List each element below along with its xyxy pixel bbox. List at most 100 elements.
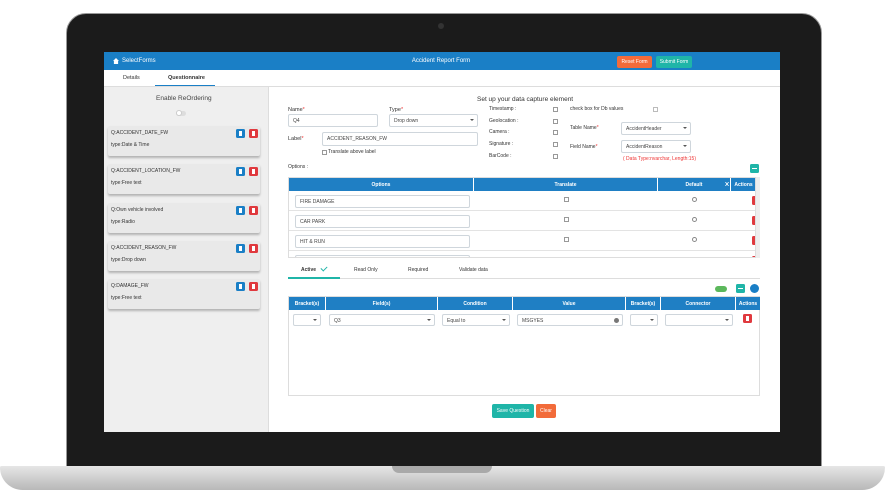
table-select[interactable]: AccidentHeader	[621, 122, 691, 135]
checkbox-label: BarCode :	[489, 152, 512, 159]
delete-button[interactable]	[249, 129, 258, 138]
header-bar	[104, 52, 780, 70]
caret	[313, 319, 317, 321]
checkbox[interactable]	[553, 107, 558, 112]
question-card: Q:DAMAGE_FW type:Free text	[108, 279, 260, 310]
field-select[interactable]: Q3	[329, 314, 435, 326]
edit-button[interactable]	[236, 205, 245, 215]
db-checkbox[interactable]	[653, 107, 658, 112]
question-card: Q:ACCIDENT_LOCATION_FW type:Free text	[108, 164, 260, 195]
tab[interactable]: Details	[123, 75, 140, 81]
value-input[interactable]: MSGYES	[517, 314, 623, 326]
translate-checkbox[interactable]	[564, 237, 569, 242]
ctab-underline	[288, 277, 340, 279]
delete-button[interactable]	[752, 216, 755, 225]
translate-checkbox[interactable]	[564, 197, 569, 202]
option-row: FIRE DAMAGE	[289, 191, 755, 211]
default-radio[interactable]	[692, 237, 697, 242]
conditions-table: Bracket(s) Field(s) Condition Value Bracket(…	[288, 296, 761, 396]
caret	[502, 319, 506, 321]
delete-button[interactable]	[249, 167, 258, 177]
delete-button[interactable]	[743, 314, 752, 323]
edit-button[interactable]	[236, 167, 245, 177]
delete-button[interactable]	[752, 256, 755, 257]
delete-button[interactable]	[752, 236, 755, 245]
option-row	[289, 251, 755, 258]
edit-button[interactable]	[236, 243, 245, 253]
save-button[interactable]: Save Question	[492, 404, 534, 418]
logo[interactable]: SelectForms	[122, 58, 156, 64]
add-condition[interactable]	[736, 284, 745, 293]
reset-button[interactable]: Reset Form	[617, 56, 652, 68]
option-input[interactable]: HIT & RUN	[295, 235, 470, 248]
checkbox[interactable]	[553, 142, 558, 148]
question-name: Q:ACCIDENT_REASON_FW	[111, 244, 177, 251]
connector-select[interactable]	[665, 314, 733, 326]
table-header: Translate	[474, 178, 658, 191]
delete-button[interactable]	[249, 205, 258, 215]
required-mark: *	[302, 107, 305, 113]
add-option[interactable]	[750, 164, 759, 173]
condition-tab[interactable]: Read Only	[354, 267, 378, 273]
screen: SelectForms Accident Report Form Reset F…	[104, 52, 780, 432]
option-input[interactable]: FIRE DAMAGE	[295, 195, 470, 208]
condition-tab[interactable]: Active	[301, 267, 317, 273]
question-name: Q:Own vehicle involved	[111, 206, 164, 213]
glyph	[252, 131, 255, 136]
translate-checkbox[interactable]	[564, 217, 569, 222]
translate-checkbox[interactable]	[564, 257, 569, 258]
table-header: Options	[289, 178, 474, 191]
checkbox[interactable]	[553, 118, 558, 124]
condition-tab[interactable]: Required	[408, 267, 429, 273]
glyph	[252, 245, 255, 251]
close-icon[interactable]	[725, 182, 729, 186]
clear-icon	[614, 318, 619, 323]
submit-button[interactable]: Submit Form	[656, 56, 692, 68]
label-input[interactable]: ACCIDENT_REASON_FW	[322, 132, 478, 146]
sidebar: Enable ReOrdering Q:ACCIDENT_DATE_FW type…	[104, 87, 269, 432]
view-button[interactable]	[750, 284, 759, 293]
option-input[interactable]: CAR PARK	[295, 215, 470, 228]
type-select[interactable]: Drop down	[389, 114, 478, 127]
condition-select[interactable]: Equal to	[442, 314, 510, 326]
default-radio[interactable]	[692, 257, 697, 258]
bracket-select[interactable]	[630, 314, 658, 326]
glyph	[252, 284, 255, 290]
required-mark: *	[400, 107, 404, 113]
edit-button[interactable]	[236, 129, 245, 138]
camera	[438, 23, 444, 29]
question-type: type:Radio	[111, 218, 135, 225]
glyph	[239, 169, 242, 175]
toggle-knob	[176, 110, 182, 116]
title-text: Accident Report Form	[411, 58, 471, 64]
checkbox-label: Camera :	[489, 129, 510, 136]
caret	[427, 319, 431, 321]
translate-checkbox[interactable]	[322, 150, 327, 155]
question-name: Q:ACCIDENT_LOCATION_FW	[111, 168, 181, 175]
delete-button[interactable]	[249, 243, 258, 253]
divider	[104, 86, 780, 87]
checkbox-label: Timestamp :	[489, 106, 517, 112]
field-select[interactable]: AccidentReason	[621, 140, 691, 153]
option-input[interactable]	[295, 255, 470, 257]
name-input[interactable]: Q4	[288, 114, 378, 127]
field-name-label: Field Name*	[570, 145, 598, 150]
glyph	[252, 169, 255, 175]
delete-button[interactable]	[249, 282, 258, 292]
table-header: Bracket(s)	[289, 297, 326, 310]
home-icon[interactable]	[113, 58, 119, 64]
tab-active[interactable]: Questionnaire	[168, 75, 205, 81]
checkbox[interactable]	[553, 153, 558, 159]
edit-button[interactable]	[236, 282, 245, 292]
delete-button[interactable]	[752, 196, 755, 205]
table-name-label: Table Name*	[570, 126, 599, 131]
condition-tab[interactable]: Validate data	[459, 267, 488, 273]
active-toggle[interactable]	[715, 286, 727, 292]
bracket-select[interactable]	[293, 314, 321, 326]
select-value: Drop down	[394, 117, 419, 124]
clear-button[interactable]: Clear	[536, 404, 556, 418]
checkbox[interactable]	[553, 130, 558, 136]
default-radio[interactable]	[692, 217, 697, 222]
required-mark: *	[301, 136, 304, 142]
default-radio[interactable]	[692, 197, 697, 202]
